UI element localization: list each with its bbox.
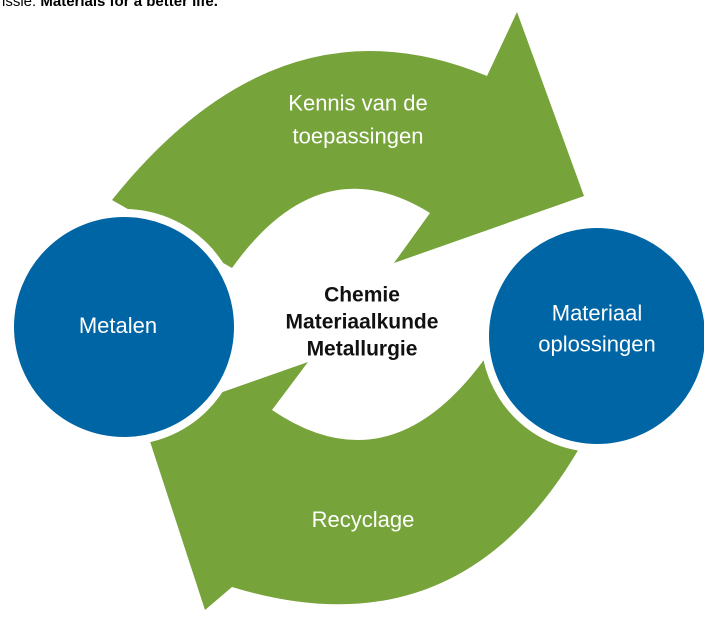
bottom-arrow — [143, 357, 592, 610]
header-emphasis: Materials for a better life. — [40, 0, 218, 10]
node-materiaal — [481, 220, 704, 452]
node-label: oplossingen — [538, 331, 655, 356]
arrow-label: Kennis van de — [288, 90, 427, 115]
node-metalen — [6, 209, 242, 445]
header-prefix: issie: — [2, 0, 36, 10]
header: issie: Materials for a better life. — [2, 0, 218, 10]
node-label: Metalen — [79, 313, 157, 338]
center-label: Metallurgie — [307, 338, 418, 361]
node-label: Materiaal — [552, 300, 642, 325]
center-label: Chemie — [324, 284, 400, 307]
arrow-label: toepassingen — [293, 123, 424, 148]
arrow-label: Recyclage — [312, 507, 415, 532]
top-arrow — [112, 12, 584, 268]
center-label: Materiaalkunde — [286, 311, 439, 334]
